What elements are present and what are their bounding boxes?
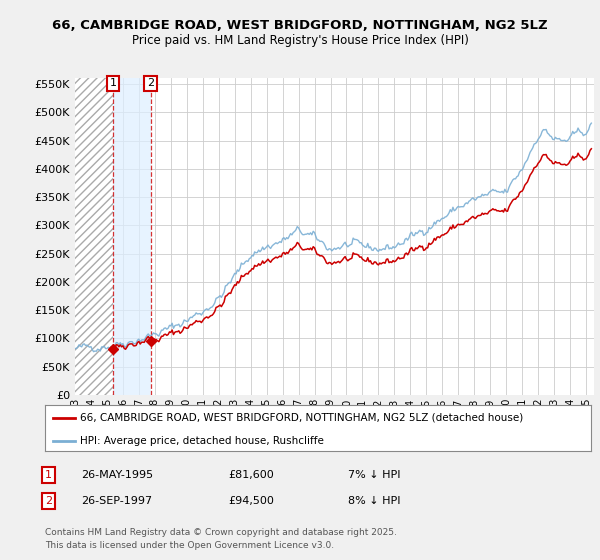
Text: £94,500: £94,500 (228, 496, 274, 506)
Text: 2: 2 (147, 78, 154, 88)
Text: Price paid vs. HM Land Registry's House Price Index (HPI): Price paid vs. HM Land Registry's House … (131, 34, 469, 47)
Text: 7% ↓ HPI: 7% ↓ HPI (348, 470, 401, 480)
Text: 8% ↓ HPI: 8% ↓ HPI (348, 496, 401, 506)
Text: 66, CAMBRIDGE ROAD, WEST BRIDGFORD, NOTTINGHAM, NG2 5LZ: 66, CAMBRIDGE ROAD, WEST BRIDGFORD, NOTT… (52, 18, 548, 32)
Text: 2: 2 (45, 496, 52, 506)
Text: 66, CAMBRIDGE ROAD, WEST BRIDGFORD, NOTTINGHAM, NG2 5LZ (detached house): 66, CAMBRIDGE ROAD, WEST BRIDGFORD, NOTT… (80, 413, 524, 423)
Text: HPI: Average price, detached house, Rushcliffe: HPI: Average price, detached house, Rush… (80, 436, 325, 446)
Text: 26-SEP-1997: 26-SEP-1997 (81, 496, 152, 506)
Text: £81,600: £81,600 (228, 470, 274, 480)
Text: 1: 1 (110, 78, 116, 88)
Bar (113, 78, 151, 395)
Bar (75, 78, 113, 395)
Text: 26-MAY-1995: 26-MAY-1995 (81, 470, 153, 480)
Text: Contains HM Land Registry data © Crown copyright and database right 2025.
This d: Contains HM Land Registry data © Crown c… (45, 528, 397, 550)
Text: 1: 1 (45, 470, 52, 480)
